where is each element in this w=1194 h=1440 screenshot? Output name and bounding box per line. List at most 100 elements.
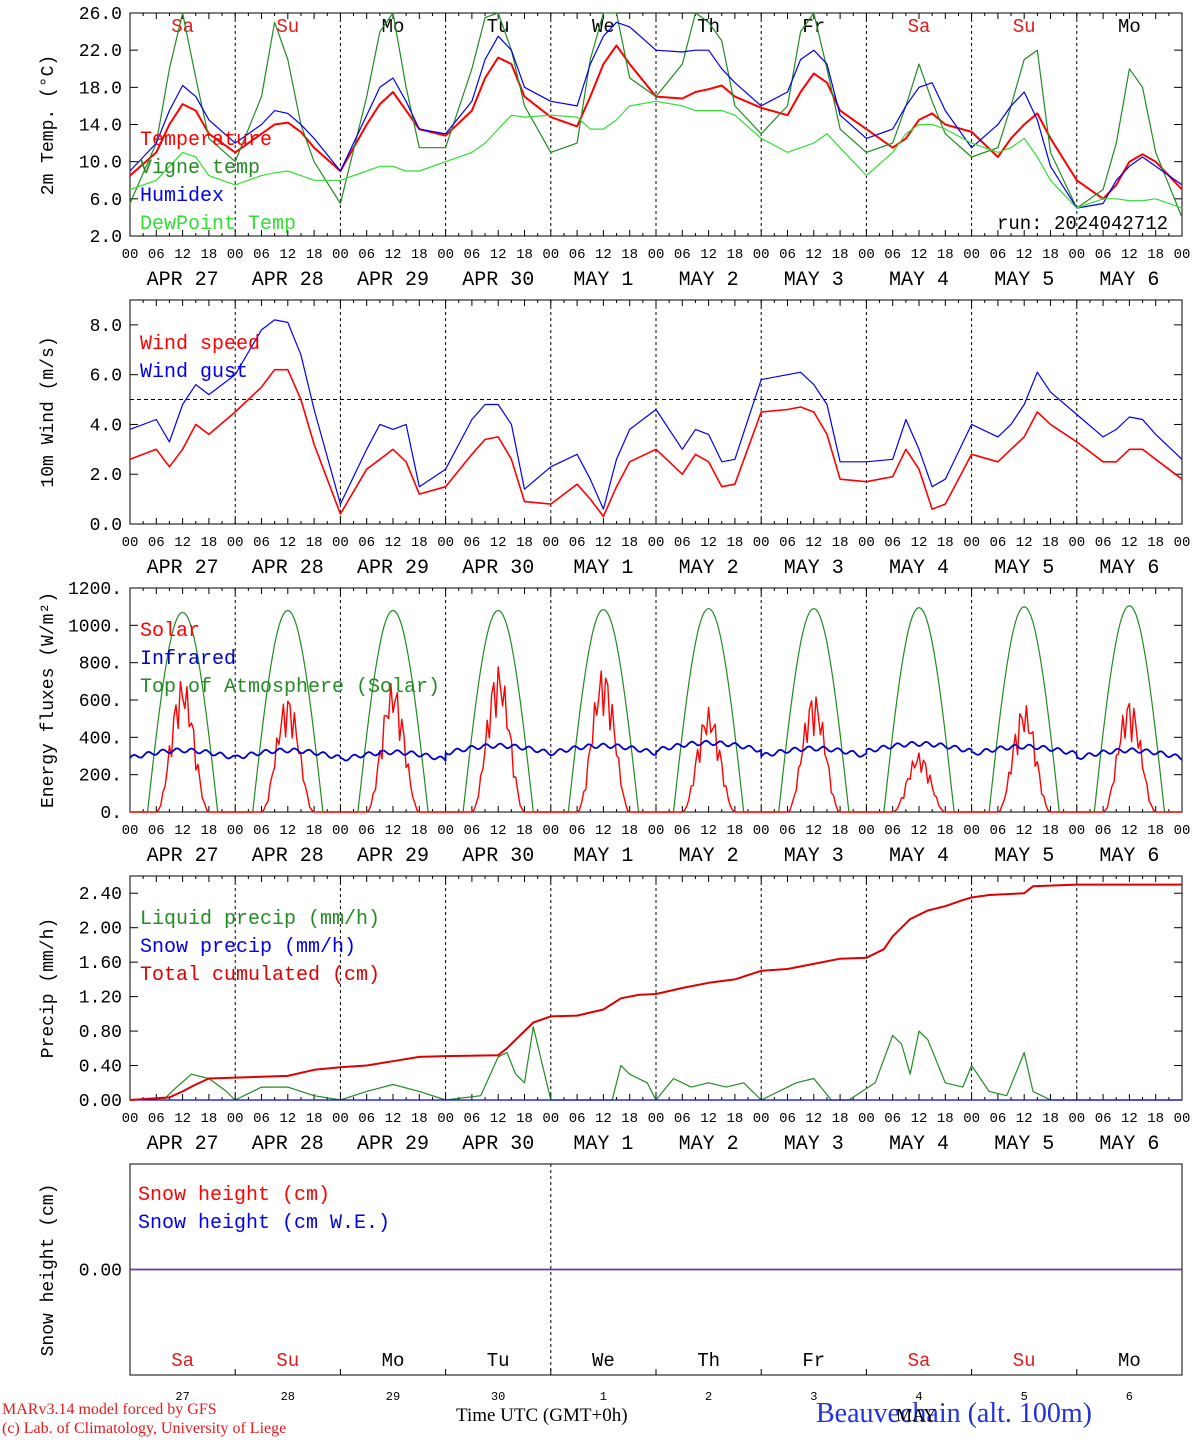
hour-label: 06	[884, 1111, 901, 1127]
hour-label: 00	[227, 823, 244, 839]
y-tick-label: 2.0	[90, 466, 122, 486]
hour-label: 06	[989, 535, 1006, 551]
hour-label: 00	[648, 247, 665, 263]
hour-label: 00	[963, 823, 980, 839]
y-axis-title: 2m Temp. (°C)	[39, 55, 59, 195]
hour-label: 18	[200, 247, 217, 263]
day-of-week-label: Tu	[487, 1350, 510, 1372]
hour-label: 18	[1042, 1111, 1059, 1127]
hour-label: 12	[911, 823, 928, 839]
hour-label: 12	[490, 247, 507, 263]
y-tick-label: 600.	[79, 692, 122, 712]
hour-label: 12	[1121, 823, 1138, 839]
legend-dewpoint: DewPoint Temp	[140, 213, 296, 236]
hour-label: 18	[411, 247, 428, 263]
hour-label: 00	[332, 823, 349, 839]
hour-label: 18	[621, 823, 638, 839]
hour-label: 00	[227, 535, 244, 551]
hour-label: 18	[621, 247, 638, 263]
hour-label: 12	[700, 1111, 717, 1127]
day-number-label: 29	[386, 1390, 400, 1404]
date-label: MAY 4	[889, 269, 949, 292]
date-label: MAY 3	[784, 557, 844, 580]
day-of-week-label: Sa	[908, 1350, 931, 1372]
series-line-solar	[130, 666, 1182, 813]
hour-label: 00	[753, 247, 770, 263]
hour-label: 06	[989, 247, 1006, 263]
y-tick-label: 1.20	[79, 989, 122, 1009]
hour-label: 18	[200, 823, 217, 839]
hour-label: 06	[1095, 247, 1112, 263]
hour-label: 12	[700, 535, 717, 551]
hour-label: 00	[648, 1111, 665, 1127]
hour-label: 12	[911, 247, 928, 263]
y-tick-label: 26.0	[79, 5, 122, 25]
hour-label: 00	[648, 823, 665, 839]
date-label: MAY 5	[994, 845, 1054, 868]
hour-label: 12	[595, 823, 612, 839]
hour-label: 06	[569, 535, 586, 551]
day-of-week-label: Fr	[802, 1350, 825, 1372]
hour-label: 06	[463, 1111, 480, 1127]
hour-label: 18	[937, 1111, 954, 1127]
day-of-week-label: Mo	[1118, 1350, 1141, 1372]
hour-label: 18	[1147, 1111, 1164, 1127]
hour-label: 00	[753, 1111, 770, 1127]
y-tick-label: 10.0	[79, 154, 122, 174]
date-label: MAY 3	[784, 269, 844, 292]
day-of-week-label: Sa	[171, 16, 194, 38]
hour-label: 00	[122, 823, 139, 839]
legend-vigne: Vigne temp	[140, 157, 260, 180]
hour-label: 18	[306, 1111, 323, 1127]
hour-label: 06	[884, 823, 901, 839]
hour-label: 18	[726, 1111, 743, 1127]
y-tick-label: 4.0	[90, 416, 122, 436]
hour-label: 00	[963, 535, 980, 551]
hour-label: 18	[1042, 535, 1059, 551]
hour-label: 12	[174, 823, 191, 839]
hour-label: 00	[542, 1111, 559, 1127]
hour-label: 12	[805, 535, 822, 551]
hour-label: 12	[595, 1111, 612, 1127]
date-label: APR 30	[462, 845, 534, 868]
y-tick-label: 0.0	[90, 516, 122, 536]
day-of-week-label: Mo	[382, 16, 405, 38]
date-label: APR 29	[357, 269, 429, 292]
hour-label: 00	[1068, 823, 1085, 839]
y-tick-label: 2.40	[79, 885, 122, 905]
hour-label: 00	[437, 247, 454, 263]
legend-snow_we: Snow height (cm W.E.)	[138, 1212, 390, 1235]
hour-label: 12	[700, 247, 717, 263]
date-label: MAY 2	[679, 1133, 739, 1156]
hour-label: 18	[200, 1111, 217, 1127]
date-label: APR 30	[462, 269, 534, 292]
hour-label: 00	[963, 1111, 980, 1127]
hour-label: 18	[411, 823, 428, 839]
hour-label: 00	[437, 535, 454, 551]
date-label: MAY 6	[1099, 845, 1159, 868]
hour-label: 12	[1016, 823, 1033, 839]
hour-label: 12	[1016, 247, 1033, 263]
date-label: MAY 6	[1099, 269, 1159, 292]
date-label: MAY 1	[573, 557, 633, 580]
hour-label: 12	[174, 535, 191, 551]
hour-label: 00	[542, 247, 559, 263]
hour-label: 00	[753, 535, 770, 551]
hour-label: 12	[279, 247, 296, 263]
hour-label: 06	[779, 535, 796, 551]
y-tick-label: 18.0	[79, 79, 122, 99]
hour-label: 12	[174, 1111, 191, 1127]
hour-label: 06	[1095, 1111, 1112, 1127]
date-label: MAY 6	[1099, 557, 1159, 580]
credit-line-2: (c) Lab. of Climatology, University of L…	[2, 1420, 287, 1437]
hour-label: 00	[122, 247, 139, 263]
hour-label: 06	[463, 535, 480, 551]
hour-label: 06	[148, 1111, 165, 1127]
date-label: APR 29	[357, 557, 429, 580]
date-label: MAY 5	[994, 1133, 1054, 1156]
date-label: MAY 4	[889, 557, 949, 580]
legend-wind_gust: Wind gust	[140, 361, 248, 384]
hour-label: 12	[1121, 247, 1138, 263]
date-label: MAY 5	[994, 557, 1054, 580]
